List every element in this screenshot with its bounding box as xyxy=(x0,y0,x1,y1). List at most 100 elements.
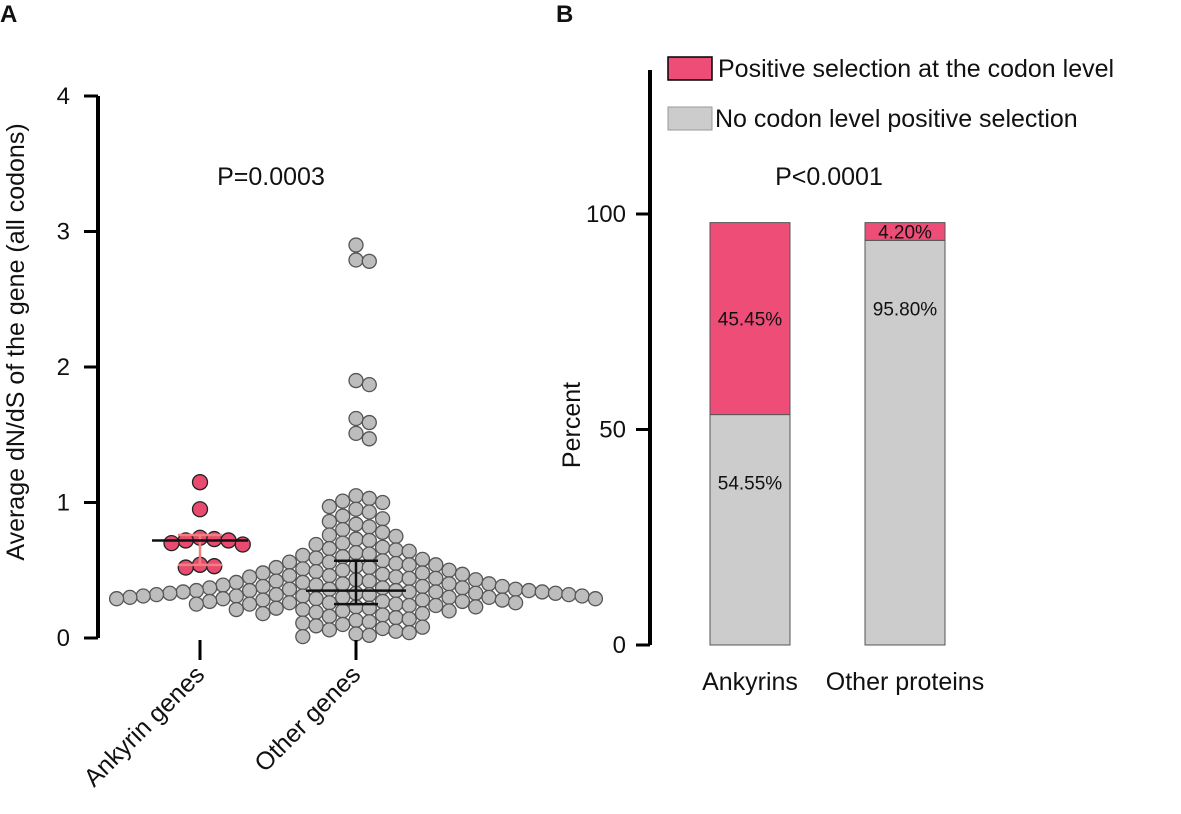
other-gene-point xyxy=(374,566,391,582)
b-segment-label: 54.55% xyxy=(718,474,783,495)
other-gene-point xyxy=(361,414,377,431)
other-gene-point xyxy=(388,610,404,626)
other-gene-point xyxy=(388,569,404,585)
a-y-axis-title: Average dN/dS of the gene (all codons) xyxy=(2,123,30,560)
other-gene-point xyxy=(374,620,391,637)
other-gene-point xyxy=(428,597,444,614)
b-segment-label: 45.45% xyxy=(718,310,783,331)
a-category-ankyrin-genes: Ankyrin genes xyxy=(78,660,210,792)
other-gene-point xyxy=(401,584,417,600)
other-gene-point xyxy=(361,573,377,589)
other-gene-point xyxy=(335,535,351,551)
other-gene-point xyxy=(348,488,364,504)
other-gene-point xyxy=(534,584,550,600)
other-gene-point xyxy=(361,546,377,562)
other-gene-point xyxy=(494,578,510,595)
other-gene-point xyxy=(268,586,284,603)
other-gene-point xyxy=(587,591,604,607)
other-gene-point xyxy=(481,576,497,592)
other-gene-point xyxy=(388,555,404,572)
other-gene-point xyxy=(414,605,431,622)
other-gene-point xyxy=(308,563,324,580)
b-bar-segment-positive xyxy=(709,222,791,416)
other-gene-point xyxy=(348,252,364,268)
other-gene-point xyxy=(308,591,324,607)
other-gene-point xyxy=(441,562,457,578)
b-y-tick-label: 50 xyxy=(599,417,626,444)
other-gene-point xyxy=(361,431,377,447)
b-bar-segment-no-selection xyxy=(864,239,946,646)
other-gene-point xyxy=(348,626,364,642)
other-gene-point xyxy=(335,562,351,578)
other-gene-point xyxy=(255,592,271,608)
b-segment-label: 4.20% xyxy=(878,222,932,243)
other-gene-point xyxy=(401,557,417,573)
other-gene-point xyxy=(308,536,324,553)
stacked-bar-panel-b: 0 50 100 Percent P<0.0001 54.55% 45.45% 95.8… xyxy=(558,55,1114,696)
other-gene-point xyxy=(281,554,298,570)
other-gene-point xyxy=(241,596,258,612)
other-gene-point xyxy=(215,591,231,607)
other-gene-point xyxy=(348,544,364,561)
other-gene-point xyxy=(335,616,351,633)
other-gene-point xyxy=(348,516,364,532)
other-gene-point xyxy=(388,542,404,558)
other-gene-point xyxy=(428,584,444,600)
other-gene-point xyxy=(348,501,364,517)
other-gene-point xyxy=(281,568,298,584)
legend-swatch-positive xyxy=(667,56,713,81)
other-gene-point xyxy=(241,569,258,585)
other-gene-point xyxy=(388,623,404,639)
other-gene-point xyxy=(454,593,471,610)
other-gene-point xyxy=(321,622,338,638)
b-y-tick-label: 100 xyxy=(586,201,626,228)
other-gene-point xyxy=(401,611,417,627)
other-gene-point xyxy=(361,504,377,520)
other-gene-point xyxy=(122,589,138,605)
other-gene-point xyxy=(295,547,311,563)
other-gene-point xyxy=(295,601,311,618)
ankyrin-gene-point xyxy=(191,474,209,491)
other-gene-point xyxy=(228,588,244,604)
b-category-other-proteins: Other proteins xyxy=(826,668,984,696)
other-gene-point xyxy=(374,539,391,555)
other-gene-point xyxy=(374,607,391,623)
other-gene-point xyxy=(281,581,298,597)
other-gene-point xyxy=(454,566,471,582)
other-gene-point xyxy=(374,524,391,540)
other-gene-point xyxy=(361,376,377,393)
other-gene-point xyxy=(414,565,431,581)
ankyrin-gene-point xyxy=(206,558,223,575)
other-gene-point xyxy=(321,568,338,584)
b-y-axis-title: Percent xyxy=(558,382,586,468)
other-gene-point xyxy=(295,574,311,591)
other-gene-point xyxy=(281,595,298,611)
other-gene-point xyxy=(348,531,364,547)
scatter-panel-a: 0 1 2 3 4 Average dN/dS of the gene (all cod… xyxy=(2,83,604,792)
b-segment-label: 95.80% xyxy=(873,299,938,320)
legend-swatch-no-selection xyxy=(667,106,713,131)
other-gene-point xyxy=(388,596,404,612)
other-gene-point xyxy=(321,513,338,530)
other-gene-point xyxy=(468,599,484,615)
other-gene-point xyxy=(255,565,271,581)
other-gene-point xyxy=(361,559,377,576)
other-gene-point xyxy=(321,554,338,570)
other-gene-point xyxy=(414,592,431,608)
panel-letter-a: A xyxy=(0,1,17,28)
other-gene-point xyxy=(295,561,311,577)
other-gene-point xyxy=(454,580,471,596)
other-gene-point xyxy=(481,589,497,605)
legend-label-positive: Positive selection at the codon level xyxy=(718,55,1114,83)
other-gene-point xyxy=(348,237,364,253)
other-gene-point xyxy=(361,253,377,269)
other-gene-point xyxy=(335,589,351,605)
other-gene-point xyxy=(295,628,311,645)
other-gene-point xyxy=(348,612,364,629)
other-gene-point xyxy=(108,591,125,607)
other-gene-point xyxy=(441,589,457,605)
panel-letter-b: B xyxy=(556,1,573,28)
other-gene-point xyxy=(335,493,351,509)
other-gene-point xyxy=(228,574,244,591)
a-y-tick-label: 4 xyxy=(57,83,70,110)
